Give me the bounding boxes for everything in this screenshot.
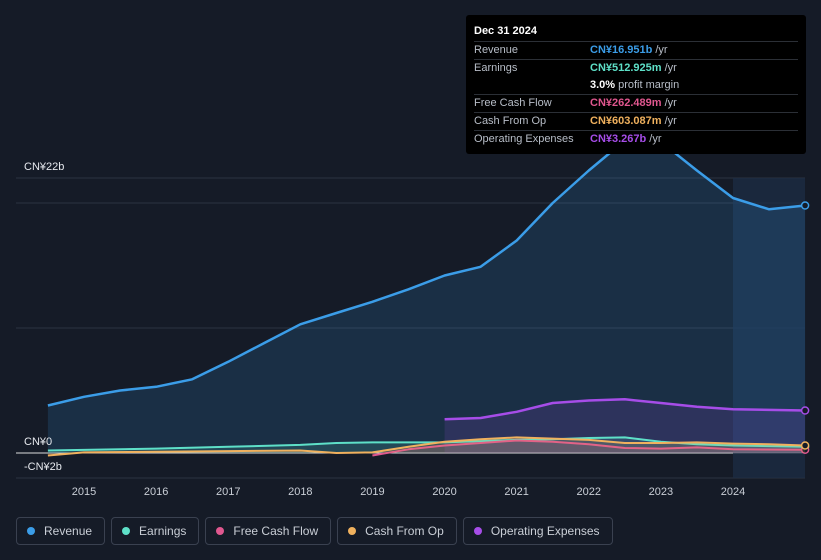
tooltip-panel: Dec 31 2024 Revenue CN¥16.951b /yr Earni… [466,15,806,154]
legend-dot-icon [473,527,482,535]
tooltip-unit: /yr [664,97,677,109]
tooltip-label [474,77,590,94]
x-tick-label: 2016 [144,486,168,498]
free-cash-flow-line [372,439,806,457]
revenue-area [47,140,806,453]
y-tick-label: CN¥22b [24,161,64,173]
revenue-line [47,139,806,407]
tooltip-unit: profit margin [618,79,680,91]
legend-item-revenue[interactable]: Revenue [16,517,106,545]
legend-label: Free Cash Flow [233,524,319,538]
tooltip-value: CN¥512.925m [590,62,662,74]
tooltip-row-profit-margin: 3.0% profit margin [474,77,798,95]
legend-dot-icon [348,527,357,535]
cash-from-op-area [47,437,806,456]
tooltip-unit: /yr [655,44,668,56]
legend-label: Earnings [139,524,187,538]
legend-item-cash-from-op[interactable]: Cash From Op [337,517,457,545]
tooltip-label: Earnings [474,62,518,74]
tooltip-row-free-cash-flow: Free Cash Flow CN¥262.489m /yr [474,95,798,113]
x-tick-label: 2024 [721,486,745,498]
tooltip-unit: /yr [664,115,677,127]
tooltip-unit: /yr [664,62,677,74]
forecast-shade [733,178,805,478]
tooltip-value: CN¥603.087m [590,115,662,127]
chart-legend: Revenue Earnings Free Cash Flow Cash Fro… [16,517,613,545]
x-tick-label: 2021 [504,486,528,498]
x-tick-label: 2015 [72,486,96,498]
revenue-endpoint [800,201,810,210]
x-tick-label: 2023 [649,486,673,498]
legend-item-free-cash-flow[interactable]: Free Cash Flow [205,517,332,545]
legend-dot-icon [216,527,225,535]
tooltip-value: CN¥262.489m [590,97,662,109]
x-tick-label: 2018 [288,486,312,498]
grid-lines [16,177,805,479]
cash-from-op-line [47,436,806,457]
tooltip-row-cash-from-op: Cash From Op CN¥603.087m /yr [474,113,798,131]
forecast-region [733,178,805,478]
tooltip-row-operating-expenses: Operating Expenses CN¥3.267b /yr [474,131,798,148]
legend-label: Cash From Op [365,524,444,538]
legend-dot-icon [27,527,35,535]
x-tick-label: 2022 [577,486,601,498]
tooltip-value: CN¥3.267b [590,133,647,145]
operating-expenses-endpoint [800,406,810,415]
tooltip-label: Operating Expenses [474,133,574,145]
x-tick-label: 2017 [216,486,240,498]
y-tick-label: CN¥0 [24,436,52,448]
operating-expenses-line [444,398,806,421]
legend-label: Revenue [44,524,93,538]
x-tick-label: 2019 [360,486,384,498]
legend-item-operating-expenses[interactable]: Operating Expenses [462,517,613,545]
series-group [47,139,810,457]
tooltip-label: Free Cash Flow [474,97,552,109]
cash-from-op-endpoint [800,441,810,450]
free-cash-flow-area [372,440,806,456]
legend-label: Operating Expenses [490,524,600,538]
x-tick-label: 2020 [432,486,456,498]
tooltip-date: Dec 31 2024 [474,23,798,42]
tooltip-label: Cash From Op [474,115,547,127]
tooltip-row-earnings: Earnings CN¥512.925m /yr [474,60,798,77]
tooltip-row-revenue: Revenue CN¥16.951b /yr [474,42,798,60]
tooltip-unit: /yr [649,133,662,145]
axis-labels: CN¥22b CN¥0 -CN¥2b 2015 2016 2017 2018 2019 2020… [24,161,745,498]
tooltip-value: 3.0% [590,79,616,91]
tooltip-value: CN¥16.951b [590,44,653,56]
legend-dot-icon [122,527,131,535]
y-tick-label: -CN¥2b [24,461,62,473]
tooltip-label: Revenue [474,44,519,56]
legend-item-earnings[interactable]: Earnings [111,517,200,545]
